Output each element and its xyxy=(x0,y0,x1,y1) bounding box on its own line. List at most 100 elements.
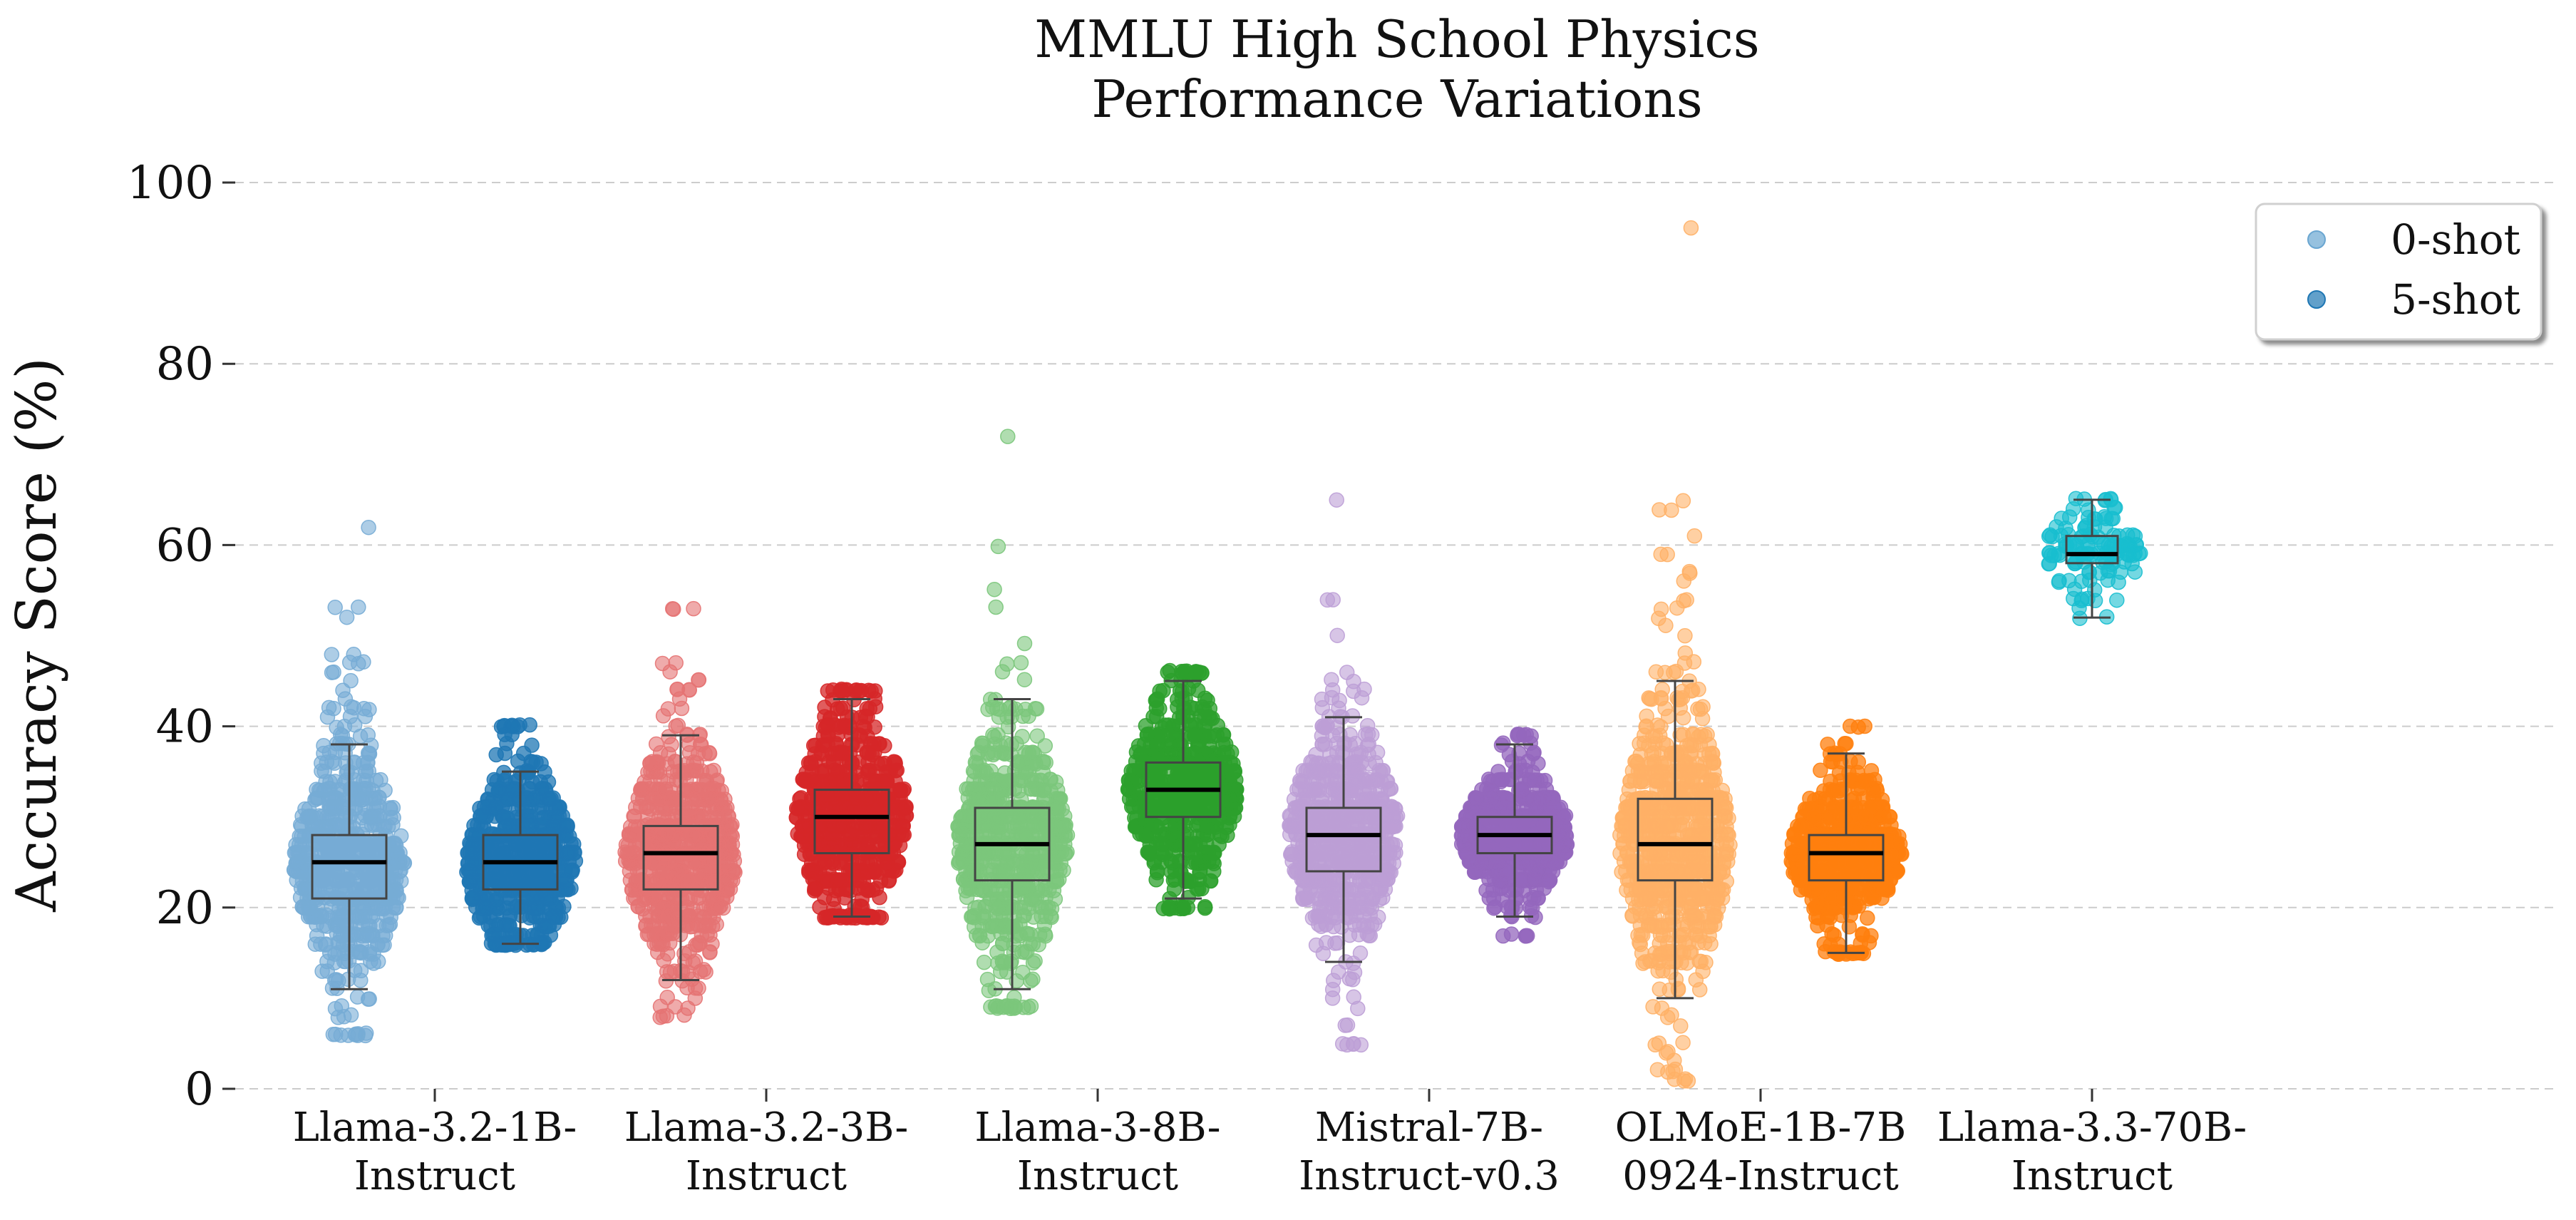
data-point xyxy=(1038,739,1052,753)
data-point xyxy=(1324,892,1338,906)
data-point xyxy=(643,757,657,771)
data-point xyxy=(1349,747,1364,762)
data-point xyxy=(1203,873,1217,888)
data-point xyxy=(996,1000,1011,1015)
data-point xyxy=(358,709,372,724)
data-point xyxy=(1371,882,1386,896)
data-point xyxy=(1328,936,1342,950)
data-point xyxy=(1315,737,1329,752)
y-tick-label: 60 xyxy=(156,519,214,572)
data-point xyxy=(560,818,575,832)
data-point xyxy=(485,783,500,797)
data-point xyxy=(838,891,852,905)
data-point xyxy=(354,963,369,978)
data-point xyxy=(1015,729,1029,744)
data-point xyxy=(692,935,706,950)
data-point xyxy=(1195,666,1209,680)
data-point xyxy=(1330,628,1344,642)
data-point xyxy=(1188,727,1202,742)
data-point xyxy=(1336,1037,1350,1051)
data-point xyxy=(981,973,995,987)
data-point xyxy=(321,710,335,724)
data-point xyxy=(669,656,683,670)
data-point xyxy=(808,881,822,896)
y-tick-label: 100 xyxy=(127,157,214,210)
scatter-points xyxy=(287,221,2148,1088)
data-point xyxy=(998,955,1012,970)
data-point xyxy=(667,964,681,978)
data-point xyxy=(987,583,1001,597)
data-point xyxy=(677,1008,691,1022)
data-point xyxy=(641,809,655,824)
data-point xyxy=(1166,719,1180,733)
data-point xyxy=(366,956,381,970)
data-point xyxy=(1177,901,1191,916)
data-point xyxy=(699,965,713,979)
data-point xyxy=(628,828,642,842)
data-point xyxy=(298,881,312,896)
data-point xyxy=(862,702,877,716)
data-point xyxy=(541,791,555,805)
data-point xyxy=(1021,709,1036,723)
y-tick-label: 0 xyxy=(185,1063,214,1116)
data-point xyxy=(1324,910,1338,924)
data-point xyxy=(1016,965,1030,980)
data-point xyxy=(970,793,984,807)
data-point xyxy=(867,863,882,877)
data-point xyxy=(1348,965,1362,980)
data-point xyxy=(832,873,846,887)
data-point xyxy=(1341,1018,1355,1032)
data-point xyxy=(1329,493,1344,507)
data-point xyxy=(1039,929,1053,943)
data-point xyxy=(489,918,503,933)
data-point xyxy=(328,600,342,615)
data-point xyxy=(660,990,674,1005)
data-point xyxy=(1142,828,1156,842)
data-point xyxy=(888,757,902,771)
grid-layer xyxy=(235,183,2559,1089)
data-point xyxy=(1287,792,1302,806)
data-point xyxy=(991,539,1005,553)
data-point xyxy=(880,774,894,789)
data-point xyxy=(356,756,371,770)
data-point xyxy=(983,883,997,897)
data-point xyxy=(1180,873,1194,887)
data-point xyxy=(981,747,995,761)
data-point xyxy=(1309,938,1324,953)
data-point xyxy=(1153,702,1167,716)
data-point xyxy=(541,919,555,933)
data-point xyxy=(1326,973,1341,988)
data-point xyxy=(351,600,366,615)
data-point xyxy=(967,920,982,934)
data-point xyxy=(717,874,731,888)
data-point xyxy=(319,937,333,951)
data-point xyxy=(1128,782,1143,796)
data-point xyxy=(305,819,319,833)
data-point xyxy=(989,600,1003,615)
data-point xyxy=(1195,747,1210,762)
data-point xyxy=(334,1028,348,1042)
data-point xyxy=(699,774,713,788)
data-point xyxy=(1354,1037,1368,1052)
data-point xyxy=(636,791,650,806)
data-point xyxy=(1361,928,1376,943)
data-point xyxy=(1520,928,1535,943)
data-point xyxy=(642,927,656,941)
data-point xyxy=(1051,801,1066,816)
data-point xyxy=(293,846,307,861)
data-point xyxy=(1391,809,1405,823)
data-point xyxy=(834,719,848,733)
data-point xyxy=(653,1010,667,1025)
data-point xyxy=(344,699,359,714)
data-point xyxy=(798,809,813,823)
data-point xyxy=(524,800,538,814)
data-point xyxy=(671,718,685,732)
data-point xyxy=(1015,945,1029,959)
data-point xyxy=(1346,893,1360,907)
data-point xyxy=(302,901,316,915)
data-point xyxy=(1174,855,1188,869)
data-point xyxy=(686,602,701,616)
data-point xyxy=(664,793,679,807)
data-point xyxy=(896,784,910,798)
